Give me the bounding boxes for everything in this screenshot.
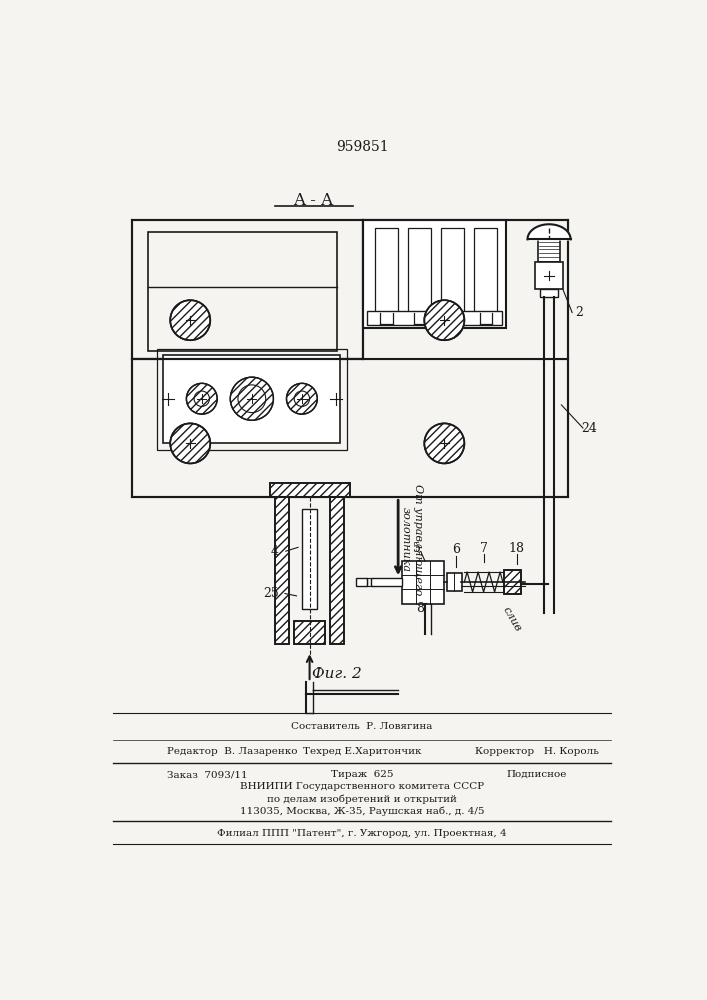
Circle shape: [187, 383, 217, 414]
Bar: [371, 578, 402, 586]
Text: 7: 7: [481, 542, 489, 555]
Bar: [302, 509, 317, 609]
Text: слив: слив: [501, 605, 523, 633]
Text: Корректор   Н. Король: Корректор Н. Король: [475, 747, 599, 756]
Text: Филиал ППП "Патент", г. Ужгород, ул. Проектная, 4: Филиал ППП "Патент", г. Ужгород, ул. Про…: [217, 829, 507, 838]
Bar: [402, 561, 444, 604]
Text: ВНИИПИ Государственного комитета СССР: ВНИИПИ Государственного комитета СССР: [240, 782, 484, 791]
Bar: [294, 620, 325, 644]
Text: Заказ  7093/11: Заказ 7093/11: [167, 770, 247, 779]
Bar: [330, 497, 344, 644]
Bar: [474, 228, 498, 312]
Circle shape: [424, 423, 464, 463]
Bar: [408, 228, 431, 312]
Bar: [157, 349, 346, 450]
Circle shape: [286, 383, 317, 414]
Bar: [275, 497, 288, 644]
Text: 24: 24: [581, 422, 597, 434]
Bar: [363, 220, 506, 328]
Text: 8: 8: [416, 602, 423, 615]
Circle shape: [170, 423, 210, 463]
Circle shape: [170, 300, 210, 340]
Bar: [269, 483, 350, 497]
Bar: [132, 359, 568, 497]
Circle shape: [424, 300, 464, 340]
Bar: [294, 620, 325, 644]
Bar: [540, 289, 559, 297]
Bar: [132, 220, 363, 359]
Text: 113035, Москва, Ж-35, Раушская наб., д. 4/5: 113035, Москва, Ж-35, Раушская наб., д. …: [240, 807, 484, 816]
Circle shape: [230, 377, 274, 420]
Text: Фиг. 2: Фиг. 2: [312, 667, 361, 681]
Text: по делам изобретений и открытий: по делам изобретений и открытий: [267, 794, 457, 804]
Bar: [356, 578, 368, 586]
Text: 5: 5: [414, 542, 421, 555]
Bar: [447, 573, 462, 591]
Bar: [368, 311, 502, 325]
Text: 4: 4: [271, 545, 279, 558]
Text: 959851: 959851: [336, 140, 388, 154]
Text: 2: 2: [575, 306, 583, 319]
Bar: [330, 497, 344, 644]
Bar: [441, 228, 464, 312]
Text: Техред Е.Харитончик: Техред Е.Харитончик: [303, 747, 421, 756]
Text: От управляющего
золотника: От управляющего золотника: [401, 484, 423, 595]
Text: 18: 18: [509, 542, 525, 555]
Text: Тираж  625: Тираж 625: [331, 770, 393, 779]
Text: A - A: A - A: [293, 192, 334, 209]
Bar: [148, 232, 337, 351]
Bar: [363, 220, 568, 359]
Text: Подписное: Подписное: [506, 770, 567, 779]
Bar: [535, 262, 563, 289]
Text: Составитель  Р. Ловягина: Составитель Р. Ловягина: [291, 722, 433, 731]
Bar: [504, 570, 521, 594]
Bar: [269, 483, 350, 497]
Bar: [163, 355, 340, 443]
Bar: [504, 570, 521, 594]
Bar: [275, 497, 288, 644]
Text: 6: 6: [452, 543, 460, 556]
Bar: [375, 228, 398, 312]
Text: 25: 25: [263, 587, 279, 600]
Text: Редактор  В. Лазаренко: Редактор В. Лазаренко: [167, 747, 298, 756]
Bar: [538, 239, 560, 262]
